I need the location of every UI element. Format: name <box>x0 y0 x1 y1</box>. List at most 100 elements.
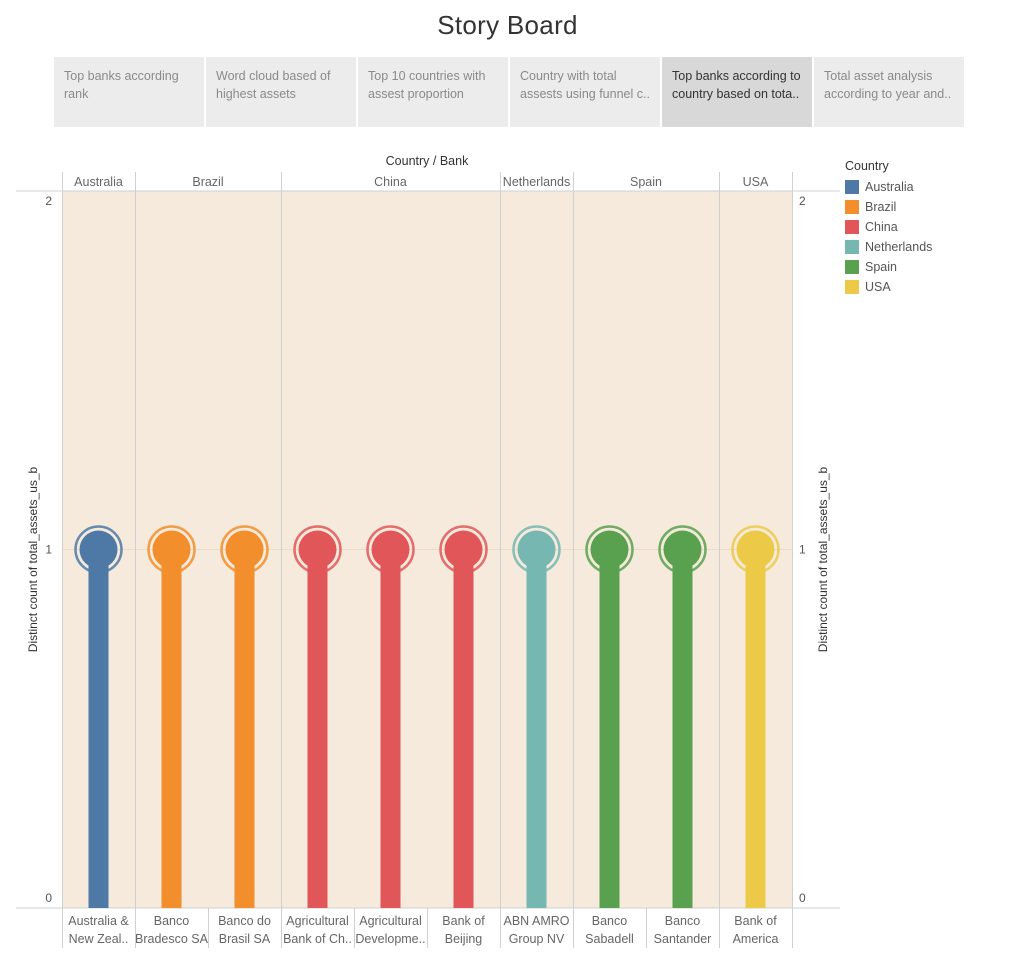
y-axis-label-right: Distinct count of total_assets_us_b <box>816 466 830 652</box>
story-tab-5[interactable]: Top banks according to country based on … <box>662 57 812 127</box>
lollipop-head <box>517 530 556 569</box>
legend: Country Australia Brazil China Netherlan… <box>845 159 932 297</box>
country-header: Netherlands <box>503 175 570 189</box>
bank-label: Bank of <box>442 914 485 928</box>
lollipop-head <box>79 530 118 569</box>
bank-label: New Zeal.. <box>69 932 129 946</box>
lollipop-head <box>444 530 483 569</box>
lollipop-ring <box>658 525 707 574</box>
y-tick-left: 1 <box>45 543 52 557</box>
lollipop-ring <box>439 525 488 574</box>
lollipop-stem <box>88 549 109 908</box>
bank-label: Banco <box>665 914 700 928</box>
bank-label: Bradesco SA <box>135 932 209 946</box>
bank-label: Brasil SA <box>219 932 271 946</box>
legend-swatch <box>845 280 859 294</box>
story-tab-4[interactable]: Country with total assests using funnel … <box>510 57 660 127</box>
lollipop-stem <box>672 549 693 908</box>
lollipop-head <box>590 530 629 569</box>
story-tab-3-line1: Top 10 countries with <box>368 69 486 83</box>
bank-label: Beijing <box>445 932 483 946</box>
story-tab-4-line1: Country with total <box>520 69 617 83</box>
legend-label: Spain <box>865 260 897 274</box>
story-tab-6[interactable]: Total asset analysis according to year a… <box>814 57 964 127</box>
lollipop-head <box>298 530 337 569</box>
legend-swatch <box>845 180 859 194</box>
legend-swatch <box>845 240 859 254</box>
country-header: Spain <box>630 175 662 189</box>
page-title: Story Board <box>437 10 578 40</box>
lollipop-stem <box>453 549 474 908</box>
legend-item-netherlands[interactable]: Netherlands <box>845 237 932 257</box>
lollipop-head <box>663 530 702 569</box>
lollipop-stem <box>234 549 255 908</box>
lollipop-stem <box>599 549 620 908</box>
lollipop-chart: Country / Bank 0 0 1 1 2 2 Distinct count of to… <box>16 154 840 948</box>
legend-item-usa[interactable]: USA <box>845 277 932 297</box>
lollipop-ring <box>366 525 415 574</box>
story-tab-1-line2: rank <box>64 87 89 101</box>
y-axis-label-left: Distinct count of total_assets_us_b <box>26 466 40 652</box>
bank-label: America <box>733 932 779 946</box>
lollipop-ring <box>147 525 196 574</box>
legend-item-australia[interactable]: Australia <box>845 177 932 197</box>
legend-item-spain[interactable]: Spain <box>845 257 932 277</box>
story-tab-2[interactable]: Word cloud based of highest assets <box>206 57 356 127</box>
lollipop-ring <box>74 525 123 574</box>
bank-label: Bank of Ch.. <box>283 932 352 946</box>
legend-item-china[interactable]: China <box>845 217 932 237</box>
bank-label: Sabadell <box>585 932 634 946</box>
story-tabs: Top banks according rank Word cloud base… <box>54 57 964 127</box>
lollipop-head <box>225 530 264 569</box>
lollipop-stem <box>526 549 547 908</box>
bank-label: Santander <box>654 932 712 946</box>
country-header: China <box>374 175 407 189</box>
story-tab-3[interactable]: Top 10 countries with assest proportion <box>358 57 508 127</box>
country-header: Australia <box>74 175 123 189</box>
lollipop-head <box>736 530 775 569</box>
bank-label: Agricultural <box>359 914 422 928</box>
bank-label: Banco <box>592 914 627 928</box>
lollipop-head <box>152 530 191 569</box>
story-tab-2-line2: highest assets <box>216 87 296 101</box>
lollipop-stem <box>745 549 766 908</box>
story-tab-5-line2: country based on tota.. <box>672 87 800 101</box>
country-header: USA <box>743 175 769 189</box>
y-tick-left: 2 <box>45 194 52 208</box>
story-tab-6-line1: Total asset analysis <box>824 69 933 83</box>
story-tab-1[interactable]: Top banks according rank <box>54 57 204 127</box>
legend-label: USA <box>865 280 891 294</box>
story-tab-4-line2: assests using funnel c.. <box>520 87 650 101</box>
legend-label: China <box>865 220 898 234</box>
lollipop-ring <box>293 525 342 574</box>
y-tick-right: 2 <box>799 194 806 208</box>
lollipop-ring <box>512 525 561 574</box>
legend-label: Brazil <box>865 200 897 214</box>
y-tick-right: 0 <box>799 891 806 905</box>
story-tab-3-line2: assest proportion <box>368 87 464 101</box>
bank-label: Developme.. <box>355 932 425 946</box>
story-tab-5-line1: Top banks according to <box>672 69 801 83</box>
bank-label: Agricultural <box>286 914 349 928</box>
country-header: Brazil <box>192 175 223 189</box>
legend-title: Country <box>845 159 889 173</box>
bank-label: Australia & <box>68 914 129 928</box>
story-tab-6-line2: according to year and.. <box>824 87 952 101</box>
bank-label: ABN AMRO <box>504 914 570 928</box>
lollipop-stem <box>307 549 328 908</box>
y-tick-left: 0 <box>45 891 52 905</box>
legend-swatch <box>845 220 859 234</box>
legend-label: Netherlands <box>865 240 933 254</box>
header-title: Country / Bank <box>386 154 469 168</box>
legend-item-brazil[interactable]: Brazil <box>845 197 932 217</box>
bank-label: Banco <box>154 914 189 928</box>
legend-swatch <box>845 200 859 214</box>
lollipop-head <box>371 530 410 569</box>
legend-label: Australia <box>865 180 914 194</box>
lollipop-stem <box>161 549 182 908</box>
story-tab-1-line1: Top banks according <box>64 69 179 83</box>
bank-label: Bank of <box>734 914 777 928</box>
lollipop-ring <box>220 525 269 574</box>
bank-label: Group NV <box>509 932 565 946</box>
lollipop-ring <box>731 525 780 574</box>
